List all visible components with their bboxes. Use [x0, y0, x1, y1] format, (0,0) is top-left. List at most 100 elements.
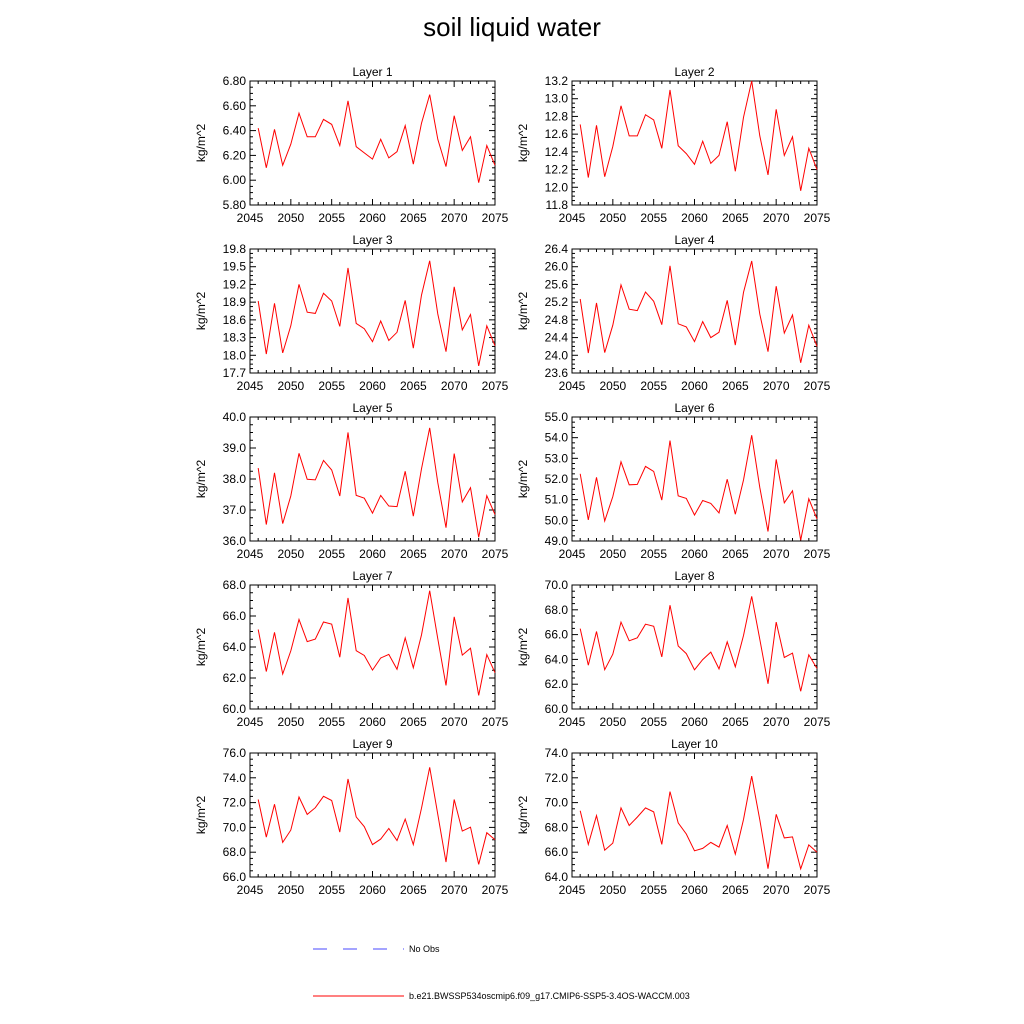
y-tick-label: 70.0: [223, 820, 247, 834]
y-tick-label: 74.0: [223, 771, 247, 785]
y-tick-label: 66.0: [545, 628, 569, 642]
x-tick-label: 2075: [804, 379, 831, 393]
x-tick-label: 2070: [441, 715, 468, 729]
y-tick-label: 66.0: [223, 609, 247, 623]
y-axis-label: kg/m^2: [516, 124, 530, 163]
y-axis-label: kg/m^2: [194, 460, 208, 499]
x-tick-label: 2060: [681, 883, 708, 897]
y-tick-label: 62.0: [223, 671, 247, 685]
y-axis-label: kg/m^2: [194, 124, 208, 163]
x-tick-label: 2060: [681, 211, 708, 225]
panel-title: Layer 3: [352, 233, 392, 247]
x-tick-label: 2075: [482, 211, 509, 225]
y-tick-label: 12.4: [545, 145, 569, 159]
x-tick-label: 2070: [441, 547, 468, 561]
y-tick-label: 52.0: [545, 472, 569, 486]
x-tick-label: 2055: [640, 883, 667, 897]
x-tick-label: 2055: [640, 211, 667, 225]
plot-frame: [571, 584, 818, 710]
x-tick-label: 2075: [804, 211, 831, 225]
x-tick-label: 2065: [722, 211, 749, 225]
chart-panel: Layer 2 kg/m^2 2045 2050 2055 2060 2065 2070 207…: [516, 65, 831, 225]
y-tick-label: 72.0: [223, 796, 247, 810]
x-tick-label: 2045: [559, 379, 586, 393]
y-tick-label: 54.0: [545, 431, 569, 445]
x-tick-label: 2065: [400, 883, 427, 897]
x-tick-label: 2070: [763, 379, 790, 393]
y-tick-label: 55.0: [545, 410, 569, 424]
y-tick-label: 19.2: [223, 277, 247, 291]
y-tick-label: 18.6: [223, 313, 247, 327]
y-axis-label: kg/m^2: [516, 796, 530, 835]
series-line: [257, 590, 496, 696]
x-tick-label: 2055: [318, 715, 345, 729]
x-tick-label: 2050: [277, 379, 304, 393]
x-tick-label: 2055: [640, 379, 667, 393]
legend: No Obs b.e21.BWSSP534oscmip6.f09_g17.CMI…: [313, 944, 690, 1001]
y-axis-label: kg/m^2: [194, 292, 208, 331]
x-tick-label: 2065: [400, 379, 427, 393]
y-tick-label: 6.20: [223, 148, 247, 162]
y-tick-label: 19.5: [223, 260, 247, 274]
y-tick-label: 18.9: [223, 295, 247, 309]
panel-title: Layer 5: [352, 401, 392, 415]
x-tick-label: 2055: [318, 883, 345, 897]
y-tick-label: 68.0: [223, 578, 247, 592]
series-line: [257, 767, 496, 865]
x-tick-label: 2045: [237, 547, 264, 561]
series-line: [579, 435, 818, 541]
y-axis-label: kg/m^2: [516, 460, 530, 499]
legend-model-label: b.e21.BWSSP534oscmip6.f09_g17.CMIP6-SSP5…: [409, 991, 690, 1001]
chart-panel: Layer 1 kg/m^2 2045 2050 2055 2060 2065 2070 207…: [194, 65, 509, 225]
series-line: [579, 80, 818, 191]
x-tick-label: 2045: [559, 883, 586, 897]
y-axis-label: kg/m^2: [194, 628, 208, 667]
y-tick-label: 72.0: [545, 771, 569, 785]
panels: Layer 1 kg/m^2 2045 2050 2055 2060 2065 2070 207…: [194, 65, 831, 897]
y-tick-label: 37.0: [223, 503, 247, 517]
x-tick-label: 2075: [804, 883, 831, 897]
plot-frame: [249, 584, 496, 710]
chart-panel: Layer 9 kg/m^2 2045 2050 2055 2060 2065 2070 207…: [194, 737, 509, 897]
x-tick-label: 2060: [681, 379, 708, 393]
y-tick-label: 38.0: [223, 472, 247, 486]
series-line: [257, 94, 496, 183]
chart-panel: Layer 10 kg/m^2 2045 2050 2055 2060 2065 2070 20…: [516, 737, 831, 897]
x-tick-label: 2060: [681, 547, 708, 561]
x-tick-label: 2050: [599, 379, 626, 393]
x-tick-label: 2075: [482, 379, 509, 393]
series-line: [257, 260, 496, 366]
plot-frame: [249, 80, 496, 206]
x-tick-label: 2060: [681, 715, 708, 729]
x-tick-label: 2045: [237, 715, 264, 729]
y-tick-label: 39.0: [223, 441, 247, 455]
y-tick-label: 50.0: [545, 513, 569, 527]
x-tick-label: 2070: [441, 379, 468, 393]
y-tick-label: 24.8: [545, 313, 569, 327]
y-tick-label: 76.0: [223, 746, 247, 760]
panel-title: Layer 8: [674, 569, 714, 583]
y-tick-label: 6.00: [223, 173, 247, 187]
y-tick-label: 68.0: [545, 603, 569, 617]
y-tick-label: 24.4: [545, 331, 569, 345]
x-tick-label: 2045: [559, 211, 586, 225]
y-tick-label: 64.0: [223, 640, 247, 654]
x-tick-label: 2065: [400, 211, 427, 225]
y-tick-label: 13.2: [545, 74, 569, 88]
x-tick-label: 2055: [318, 211, 345, 225]
y-tick-label: 64.0: [545, 652, 569, 666]
y-tick-label: 25.2: [545, 295, 569, 309]
x-tick-label: 2070: [763, 883, 790, 897]
panel-title: Layer 9: [352, 737, 392, 751]
x-tick-label: 2055: [318, 547, 345, 561]
y-axis-label: kg/m^2: [516, 628, 530, 667]
chart-panel: Layer 5 kg/m^2 2045 2050 2055 2060 2065 2070 207…: [194, 401, 509, 561]
chart-panel: Layer 8 kg/m^2 2045 2050 2055 2060 2065 2070 207…: [516, 569, 831, 729]
y-tick-label: 24.0: [545, 348, 569, 362]
y-axis-label: kg/m^2: [516, 292, 530, 331]
y-tick-label: 36.0: [223, 534, 247, 548]
series-line: [579, 260, 818, 363]
x-tick-label: 2070: [441, 211, 468, 225]
x-tick-label: 2055: [640, 715, 667, 729]
x-tick-label: 2060: [359, 715, 386, 729]
